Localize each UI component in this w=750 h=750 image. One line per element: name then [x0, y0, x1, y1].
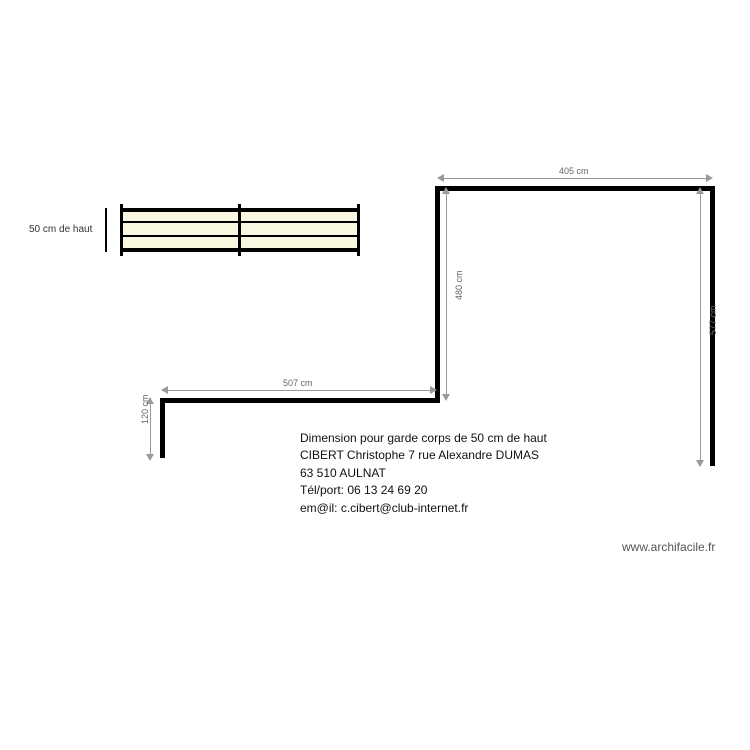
- plan-seg-A: [160, 398, 165, 458]
- rail-post-0: [120, 204, 123, 256]
- description-block: Dimension pour garde corps de 50 cm de h…: [300, 430, 547, 517]
- dim-480-label: 480 cm: [454, 270, 464, 300]
- desc-line-4: Tél/port: 06 13 24 69 20: [300, 482, 547, 499]
- rail-post-1: [238, 204, 241, 256]
- dim-577-label: 577 cm: [708, 305, 718, 335]
- dim-507: [168, 390, 430, 391]
- plan-seg-C: [435, 186, 440, 403]
- height-tick: [105, 208, 107, 252]
- dim-480: [446, 194, 447, 394]
- desc-line-3: 63 510 AULNAT: [300, 465, 547, 482]
- dim-405: [444, 178, 706, 179]
- canvas: { "canvas": { "width": 750, "height": 75…: [0, 0, 750, 750]
- plan-seg-D: [435, 186, 715, 191]
- rail-post-2: [357, 204, 360, 256]
- dim-577: [700, 194, 701, 460]
- dim-507-label: 507 cm: [283, 378, 313, 388]
- dim-120: [150, 404, 151, 454]
- watermark: www.archifacile.fr: [622, 540, 715, 554]
- dim-405-label: 405 cm: [559, 166, 589, 176]
- desc-line-5: em@il: c.cibert@club-internet.fr: [300, 500, 547, 517]
- dim-120-label: 120 cm: [140, 394, 150, 424]
- height-label: 50 cm de haut: [29, 224, 92, 235]
- desc-line-1: Dimension pour garde corps de 50 cm de h…: [300, 430, 547, 447]
- railing-elevation: [120, 208, 360, 252]
- desc-line-2: CIBERT Christophe 7 rue Alexandre DUMAS: [300, 447, 547, 464]
- plan-seg-B: [160, 398, 440, 403]
